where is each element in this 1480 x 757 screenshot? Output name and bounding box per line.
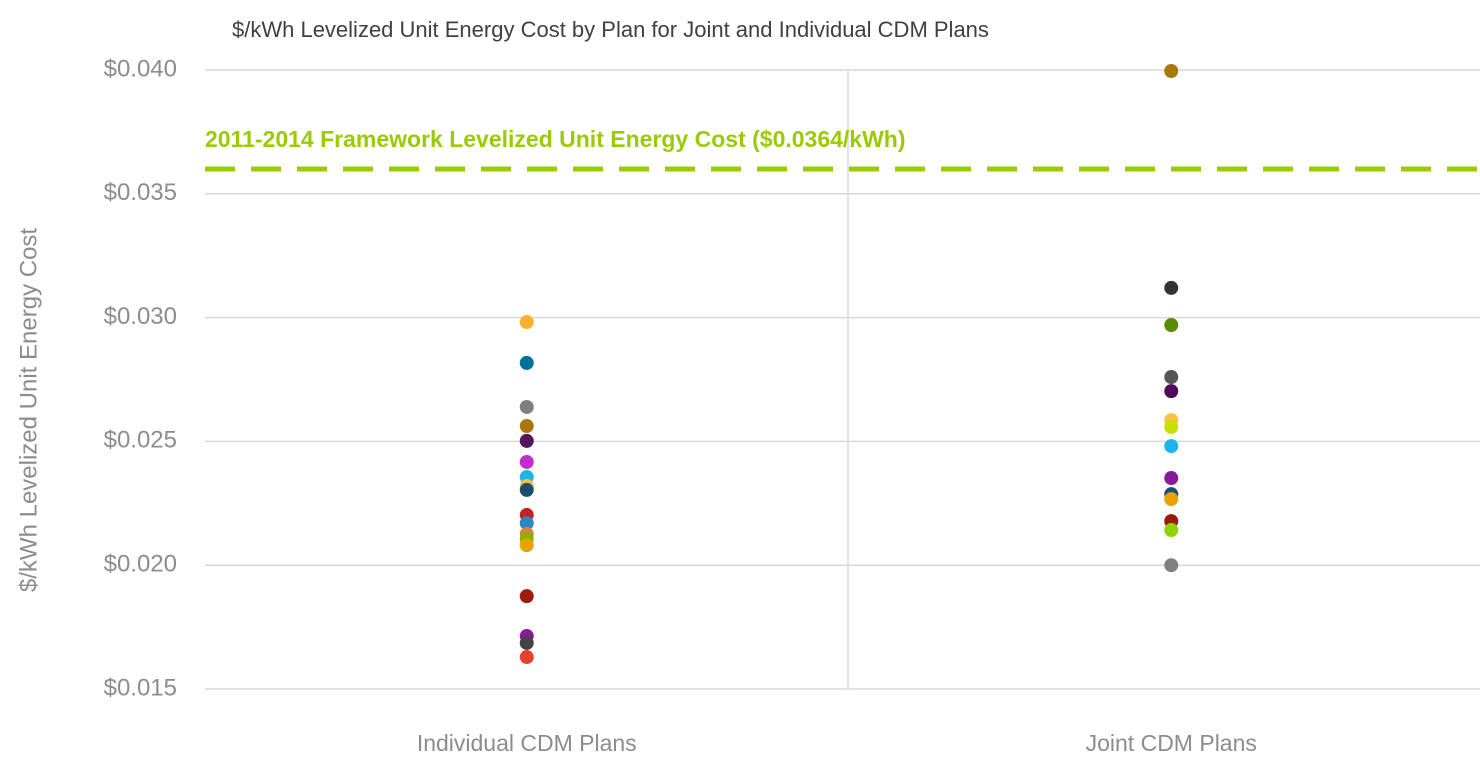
dot: [519, 538, 534, 553]
y-tick-label: $0.025: [104, 427, 177, 454]
dot: [1164, 370, 1179, 385]
dot: [1164, 280, 1179, 295]
x-tick-label: Joint CDM Plans: [1086, 730, 1257, 756]
dot: [519, 355, 534, 370]
y-tick-label: $0.035: [104, 179, 177, 206]
y-tick-label: $0.040: [104, 55, 177, 82]
dot: [519, 399, 534, 414]
dot: [519, 589, 534, 604]
dot: [519, 635, 534, 650]
dot: [519, 516, 534, 531]
dot: [519, 419, 534, 434]
y-tick-label: $0.015: [104, 674, 177, 701]
dot: [1164, 439, 1179, 454]
reference-label: 2011-2014 Framework Levelized Unit Energ…: [205, 126, 906, 152]
dot: [1164, 420, 1179, 435]
y-axis-label: $/kWh Levelized Unit Energy Cost: [15, 228, 42, 592]
dot: [1164, 318, 1179, 333]
dot: [519, 650, 534, 665]
dot: [1164, 63, 1179, 78]
dot: [1164, 523, 1179, 538]
dot: [519, 315, 534, 330]
dot: [1164, 384, 1179, 399]
y-tick-label: $0.020: [104, 551, 177, 578]
dot: [1164, 492, 1179, 507]
chart-title: $/kWh Levelized Unit Energy Cost by Plan…: [232, 17, 989, 42]
y-tick-label: $0.030: [104, 303, 177, 330]
dot: [519, 433, 534, 448]
dot: [519, 454, 534, 469]
dot: [1164, 471, 1179, 486]
x-tick-label: Individual CDM Plans: [417, 730, 637, 756]
dot: [519, 482, 534, 497]
dot: [1164, 558, 1179, 573]
